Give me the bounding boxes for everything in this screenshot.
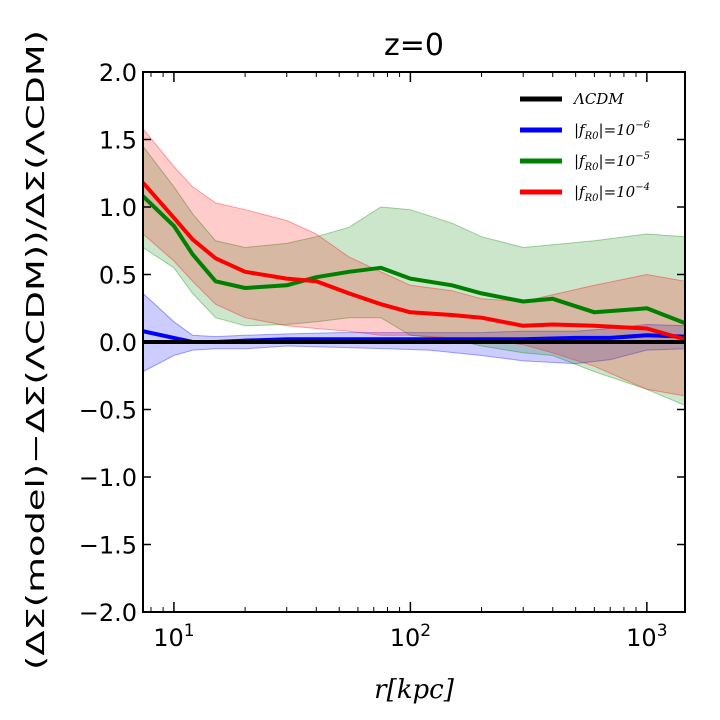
y-tick-label: −2.0: [79, 599, 137, 627]
x-tick-label: 102: [390, 621, 431, 652]
series-line-2: [143, 194, 685, 325]
y-tick-label: −0.5: [79, 397, 137, 425]
series-lines: [143, 181, 685, 344]
chart-title: z=0: [384, 28, 444, 63]
tick-labels: −2.0 −1.5 −1.0 −0.5 0.0 0.5 1.0 1.5 2.0 101 102 103: [79, 59, 668, 652]
x-axis-label: r[kpc]: [374, 675, 455, 705]
legend-label-2: |fR0|=10−5: [574, 151, 650, 173]
legend-label-0: ΛCDM: [572, 90, 624, 108]
y-tick-label: 1.5: [99, 127, 137, 155]
error-band-3: [143, 127, 685, 397]
error-bands: [143, 127, 685, 406]
series-line-3: [143, 181, 685, 342]
y-tick-label: 1.0: [99, 194, 137, 222]
legend-label-1: |fR0|=10−6: [574, 120, 651, 142]
y-tick-label: −1.0: [79, 464, 137, 492]
legend-label-3: |fR0|=10−4: [574, 182, 650, 204]
y-tick-label: 0.0: [99, 329, 137, 357]
y-tick-label: 2.0: [99, 59, 137, 87]
error-band-1: [143, 292, 685, 373]
legend: ΛCDM |fR0|=10−6 |fR0|=10−5 |fR0|=10−4: [520, 90, 651, 204]
y-tick-label: −1.5: [79, 532, 137, 560]
y-axis-label: (ΔΣ(model)−ΔΣ(ΛCDM))/ΔΣ(ΛCDM): [21, 30, 50, 670]
x-tick-label: 103: [626, 621, 667, 652]
plot-frame: [142, 71, 686, 613]
y-tick-label: 0.5: [99, 262, 137, 290]
x-tick-label: 101: [153, 621, 194, 652]
